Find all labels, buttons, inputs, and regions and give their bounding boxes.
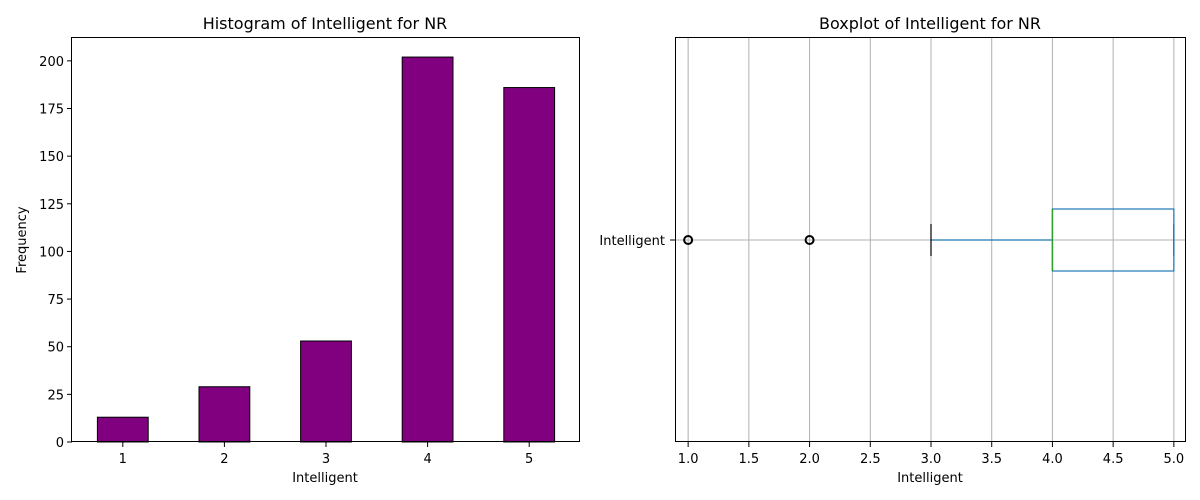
boxplot-x-tick-label: 3.0 bbox=[921, 452, 942, 467]
histogram-y-tick-label: 0 bbox=[56, 436, 64, 451]
histogram-x-tick-label: 1 bbox=[119, 452, 127, 467]
boxplot-x-ticks: 1.0 1.5 2.0 2.5 3.0 3.5 4.0 4.5 5.0 bbox=[678, 442, 1184, 467]
histogram-x-tick-label: 3 bbox=[322, 452, 330, 467]
histogram-bars bbox=[96, 56, 556, 443]
histogram-x-tick-label: 4 bbox=[423, 452, 431, 467]
histogram-y-tick-label: 25 bbox=[47, 388, 64, 403]
histogram-bar bbox=[96, 416, 149, 443]
histogram-bar bbox=[198, 386, 251, 443]
boxplot-x-tick-label: 1.0 bbox=[678, 452, 699, 467]
histogram-x-tick-label: 2 bbox=[220, 452, 228, 467]
histogram-y-tick-label: 75 bbox=[47, 293, 64, 308]
histogram-y-tick-label: 175 bbox=[39, 103, 64, 118]
boxplot-x-tick-label: 2.5 bbox=[860, 452, 881, 467]
histogram-y-tick-label: 50 bbox=[47, 341, 64, 356]
boxplot-x-axis-label: Intelligent bbox=[897, 471, 963, 486]
boxplot-category-label: Intelligent bbox=[599, 234, 665, 249]
histogram-title: Histogram of Intelligent for NR bbox=[203, 14, 448, 33]
boxplot-x-tick-label: 2.0 bbox=[799, 452, 820, 467]
histogram-y-tick-label: 125 bbox=[39, 198, 64, 213]
boxplot-x-tick-label: 5.0 bbox=[1164, 452, 1185, 467]
histogram-y-tick-label: 150 bbox=[39, 150, 64, 165]
histogram-x-tick-label: 5 bbox=[525, 452, 533, 467]
histogram-x-axis-label: Intelligent bbox=[292, 471, 358, 486]
histogram-x-ticks: 1 2 3 4 5 bbox=[119, 442, 533, 467]
boxplot-title: Boxplot of Intelligent for NR bbox=[819, 14, 1041, 33]
boxplot-outlier bbox=[683, 235, 694, 245]
boxplot-x-tick-label: 1.5 bbox=[739, 452, 760, 467]
boxplot-panel: Boxplot of Intelligent for NR 1.0 1.5 2.0 2… bbox=[599, 14, 1186, 486]
histogram-bar bbox=[300, 340, 352, 443]
histogram-bar bbox=[503, 87, 556, 443]
histogram-panel: Histogram of Intelligent for NR 02550751… bbox=[15, 14, 580, 486]
boxplot-body bbox=[683, 208, 1175, 272]
boxplot-x-tick-label: 4.0 bbox=[1042, 452, 1063, 467]
histogram-y-ticks: 0 25 50 75 100 125 150 175 200 bbox=[39, 55, 72, 451]
histogram-frame bbox=[71, 37, 580, 442]
boxplot-frame bbox=[675, 37, 1186, 442]
histogram-bar bbox=[401, 56, 454, 443]
boxplot-x-tick-label: 3.5 bbox=[981, 452, 1002, 467]
boxplot-outlier bbox=[804, 235, 815, 245]
histogram-y-tick-label: 200 bbox=[39, 55, 64, 70]
boxplot-x-tick-label: 4.5 bbox=[1103, 452, 1124, 467]
histogram-y-axis-label: Frequency bbox=[15, 206, 30, 273]
histogram-y-tick-label: 100 bbox=[39, 245, 64, 260]
